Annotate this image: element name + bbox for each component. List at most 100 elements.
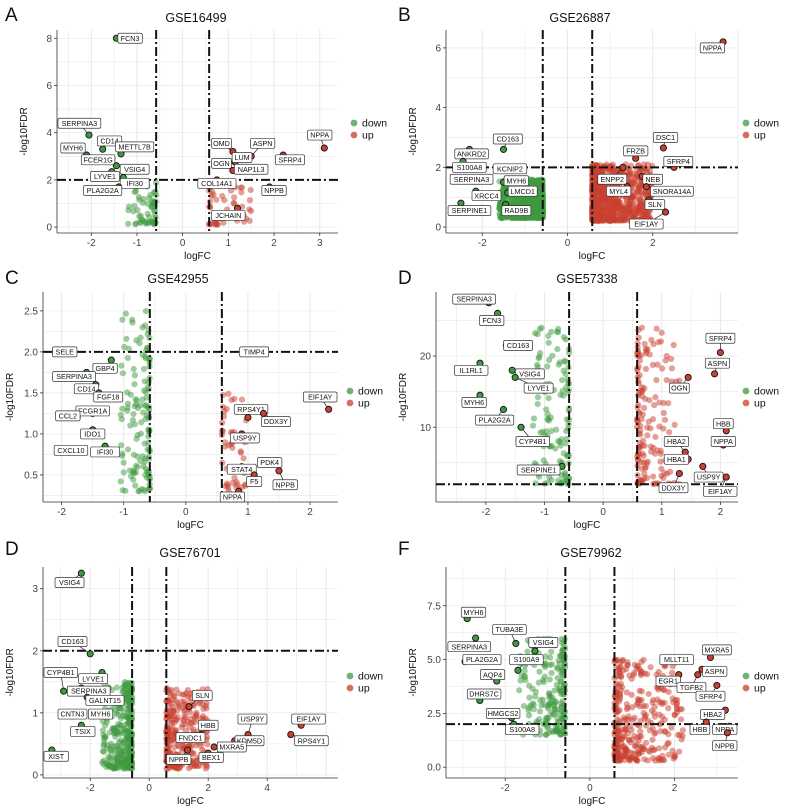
data-point	[518, 672, 525, 679]
data-point	[558, 703, 565, 710]
gene-label-text: TIMP4	[244, 347, 265, 356]
data-point	[139, 396, 146, 403]
gene-label-dsc1: DSC1	[652, 132, 679, 152]
gene-label-serpina3: SERPINA3	[452, 293, 496, 307]
data-point	[123, 714, 131, 721]
gene-label-text: METTL7B	[118, 142, 151, 151]
gene-label-text: SLN	[648, 200, 662, 209]
legend-label-down: down	[358, 671, 383, 683]
gene-label-text: GBP4	[96, 364, 115, 373]
data-point	[132, 482, 139, 489]
data-point	[676, 748, 683, 755]
gene-point	[661, 208, 670, 216]
data-point	[653, 325, 660, 332]
gene-point	[713, 681, 721, 689]
gene-label-text: EIF1AY	[296, 715, 320, 724]
data-point	[131, 202, 138, 210]
y-tick-label: 6	[46, 81, 52, 92]
data-point	[646, 397, 653, 404]
data-point	[619, 657, 626, 664]
data-point	[225, 390, 232, 397]
data-point	[120, 459, 127, 466]
gene-label-text: BEX1	[202, 753, 220, 762]
data-point	[131, 372, 138, 379]
gene-label-aqp4: AQP4	[480, 669, 506, 685]
gene-label-nppb: NPPB	[272, 467, 298, 491]
gene-point	[259, 409, 268, 417]
points-down	[516, 635, 569, 738]
data-point	[616, 695, 624, 702]
data-point	[548, 648, 555, 655]
x-tick-label: 0	[183, 507, 189, 518]
legend-swatch-down	[742, 387, 750, 395]
gene-point	[514, 666, 522, 674]
gene-label-text: DHRS7C	[469, 690, 499, 699]
legend-label-up: up	[358, 398, 370, 410]
gene-label-text: CD163	[61, 637, 83, 646]
gene-label-text: LYVE1	[528, 384, 550, 393]
gene-label-text: LYVE1	[82, 674, 104, 683]
gene-label-nppb: NPPB	[261, 183, 287, 196]
data-point	[665, 739, 672, 747]
gene-label-myh6: MYH6	[461, 391, 487, 408]
data-point	[148, 218, 155, 225]
data-point	[555, 657, 562, 664]
data-point	[139, 199, 146, 206]
data-point	[129, 416, 137, 424]
gene-label-text: NEB	[645, 175, 660, 184]
data-point	[547, 654, 554, 661]
gene-point	[275, 467, 283, 475]
gene-label-text: GALNT15	[89, 696, 121, 705]
y-tick-label: 0	[32, 770, 38, 781]
data-point	[656, 399, 663, 406]
data-point	[545, 339, 552, 346]
data-point	[208, 193, 215, 200]
gene-label-hba1: HBA1	[663, 453, 692, 465]
data-point	[202, 765, 209, 772]
data-point	[536, 708, 544, 715]
gene-label-box	[231, 152, 253, 163]
data-point	[230, 199, 237, 207]
data-point	[655, 339, 662, 346]
gene-label-text: EIF1AY	[308, 393, 332, 402]
gene-label-text: MXRA5	[219, 743, 244, 752]
legend-label-up: up	[362, 130, 374, 142]
data-point	[646, 727, 654, 734]
gene-label-text: SFRP4	[709, 334, 732, 343]
data-point	[663, 376, 670, 384]
data-point	[638, 669, 645, 676]
data-point	[646, 748, 654, 755]
data-point	[668, 724, 675, 731]
legend-label-up: up	[754, 398, 766, 410]
x-tick-label: 1	[245, 507, 251, 518]
panel-gse57338: D GSE57338 -2 -1 0 1 2 10 20 logFC -log10FDR SERPIN…	[398, 268, 779, 531]
gene-label-text: ASPN	[708, 359, 728, 368]
data-point	[124, 389, 131, 396]
data-point	[138, 486, 145, 493]
legend-swatch-down	[346, 387, 354, 395]
gene-point	[517, 423, 525, 431]
gene-label-text: EIF1AY	[708, 487, 732, 496]
panel-gse79962: F GSE79962 -2 0 2 0.0 2.5 5.0 7.5 logFC -log10FDR M…	[398, 539, 779, 807]
x-axis-title: logFC	[579, 251, 606, 262]
gene-label-text: FGF18	[97, 393, 119, 402]
data-point	[615, 200, 622, 207]
data-point	[638, 688, 645, 695]
data-point	[534, 394, 542, 401]
gene-point	[659, 144, 667, 152]
data-point	[660, 425, 667, 432]
gene-label-il1rl1: IL1RL1	[454, 359, 489, 376]
data-point	[642, 463, 649, 471]
gene-label-text: S100A8	[509, 725, 535, 734]
data-point	[651, 713, 658, 720]
x-tick-label: 2	[650, 238, 656, 249]
data-point	[125, 220, 132, 227]
x-tick-label: 2	[307, 507, 313, 518]
gene-label-fcgr1a: FCGR1A	[75, 405, 110, 417]
y-tick-label: 5.0	[427, 655, 441, 666]
x-tick-label: 2	[718, 507, 724, 518]
panel-title: GSE16499	[165, 11, 226, 25]
data-point	[657, 450, 664, 457]
gene-label-text: TSIX	[75, 727, 91, 736]
